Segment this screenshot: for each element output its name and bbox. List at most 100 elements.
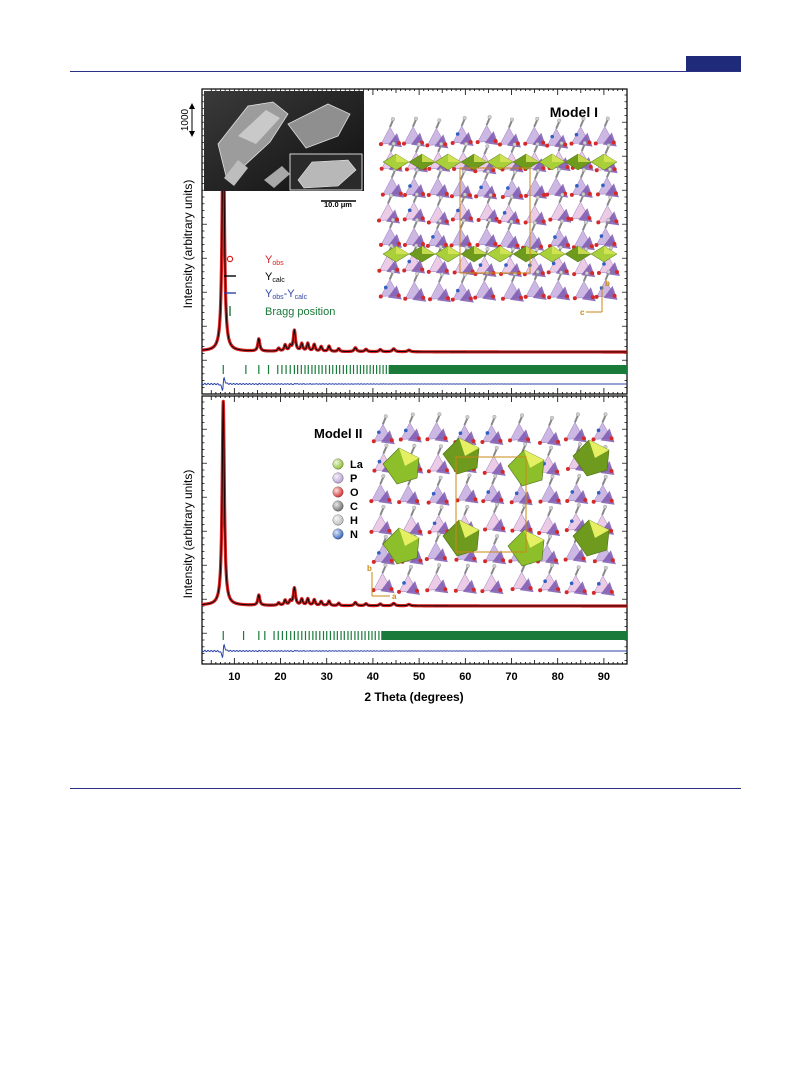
o-atom: [515, 141, 520, 146]
n-atom: [478, 263, 483, 267]
organic-chain: [389, 144, 395, 153]
h-atom: [609, 246, 613, 250]
h-atom: [465, 563, 470, 568]
o-atom: [450, 297, 455, 302]
h-atom: [437, 563, 442, 568]
h-atom: [465, 415, 470, 420]
o-atom: [494, 217, 499, 222]
x-tick-label: 10: [228, 671, 240, 683]
o-atom: [564, 590, 569, 595]
element-ball-shade: [332, 500, 344, 512]
h-atom: [437, 218, 442, 223]
organic-chain: [558, 221, 563, 230]
n-atom: [431, 235, 435, 239]
o-atom: [590, 271, 595, 276]
h-atom: [509, 117, 514, 122]
organic-chain: [390, 170, 396, 178]
la-face: [459, 438, 479, 456]
bragg-layer: [222, 365, 627, 640]
la-face: [526, 154, 539, 162]
h-atom: [607, 167, 612, 172]
o-atom: [563, 142, 568, 147]
n-atom: [502, 211, 507, 215]
o-atom: [449, 243, 454, 248]
n-atom: [456, 208, 460, 213]
o-atom: [396, 241, 401, 246]
element-label: La: [350, 459, 364, 471]
h-atom: [486, 169, 491, 174]
o-atom: [467, 242, 472, 247]
n-atom: [551, 261, 556, 266]
la-face: [524, 530, 544, 548]
la-face: [399, 448, 419, 466]
h-atom: [438, 444, 443, 449]
organic-chain: [579, 170, 585, 179]
o-atom: [387, 498, 392, 503]
la-face: [474, 246, 487, 254]
h-atom: [606, 269, 611, 274]
legend-item-diff: Yobs-Ycalc: [224, 288, 308, 301]
la-face: [422, 154, 435, 162]
h-atom: [495, 534, 500, 539]
n-atom: [506, 186, 510, 190]
la-face: [604, 154, 617, 162]
o-atom: [480, 439, 485, 444]
n-atom: [543, 579, 547, 584]
organic-chain: [492, 448, 498, 457]
h-atom: [440, 272, 444, 277]
series-layer: [200, 105, 629, 659]
o-atom: [508, 438, 513, 443]
o-atom: [565, 243, 570, 248]
h-atom: [581, 116, 586, 121]
o-atom: [594, 243, 599, 248]
o-atom: [377, 268, 382, 273]
h-atom: [485, 247, 490, 251]
organic-chain: [557, 273, 563, 281]
crystal-structure-model-1: [377, 115, 620, 303]
h-atom: [549, 445, 554, 450]
header-tab: [686, 56, 741, 72]
o-atom: [592, 559, 597, 564]
o-atom: [596, 220, 601, 225]
h-atom: [606, 218, 611, 222]
legend-diff-base: Y: [265, 288, 273, 300]
n-atom: [408, 184, 412, 188]
o-atom: [569, 192, 574, 197]
organic-chain: [460, 195, 466, 203]
o-atom: [443, 242, 448, 247]
o-atom: [609, 436, 614, 441]
la-face: [589, 520, 609, 538]
o-atom: [452, 166, 457, 171]
n-atom: [596, 428, 601, 433]
o-atom: [420, 241, 425, 246]
organic-chain: [486, 195, 492, 204]
n-atom: [377, 551, 381, 555]
o-atom: [475, 140, 480, 145]
organic-chain: [379, 507, 385, 516]
n-atom: [377, 430, 381, 435]
h-atom: [414, 192, 419, 197]
n-atom: [404, 428, 408, 433]
h-atom: [492, 415, 497, 419]
organic-chain: [604, 220, 610, 229]
o-atom: [425, 437, 430, 442]
organic-chain: [493, 505, 498, 513]
o-atom: [467, 193, 472, 198]
organic-chain: [389, 220, 394, 229]
organic-chain: [460, 171, 465, 180]
x-tick-label: 60: [459, 671, 471, 683]
legend-yobs-sub: obs: [272, 260, 284, 267]
organic-chain: [413, 170, 418, 179]
y-axis-label-2: Intensity (arbitrary units): [181, 470, 195, 599]
organic-chain: [511, 274, 516, 283]
h-atom: [391, 117, 395, 122]
n-atom: [431, 491, 436, 496]
o-atom: [402, 217, 407, 222]
organic-chain: [601, 414, 607, 423]
o-atom: [500, 469, 505, 474]
svg-text:c: c: [580, 308, 585, 317]
la-face: [589, 440, 609, 458]
h-atom: [384, 443, 389, 448]
h-atom: [581, 167, 586, 172]
o-atom: [510, 528, 515, 533]
